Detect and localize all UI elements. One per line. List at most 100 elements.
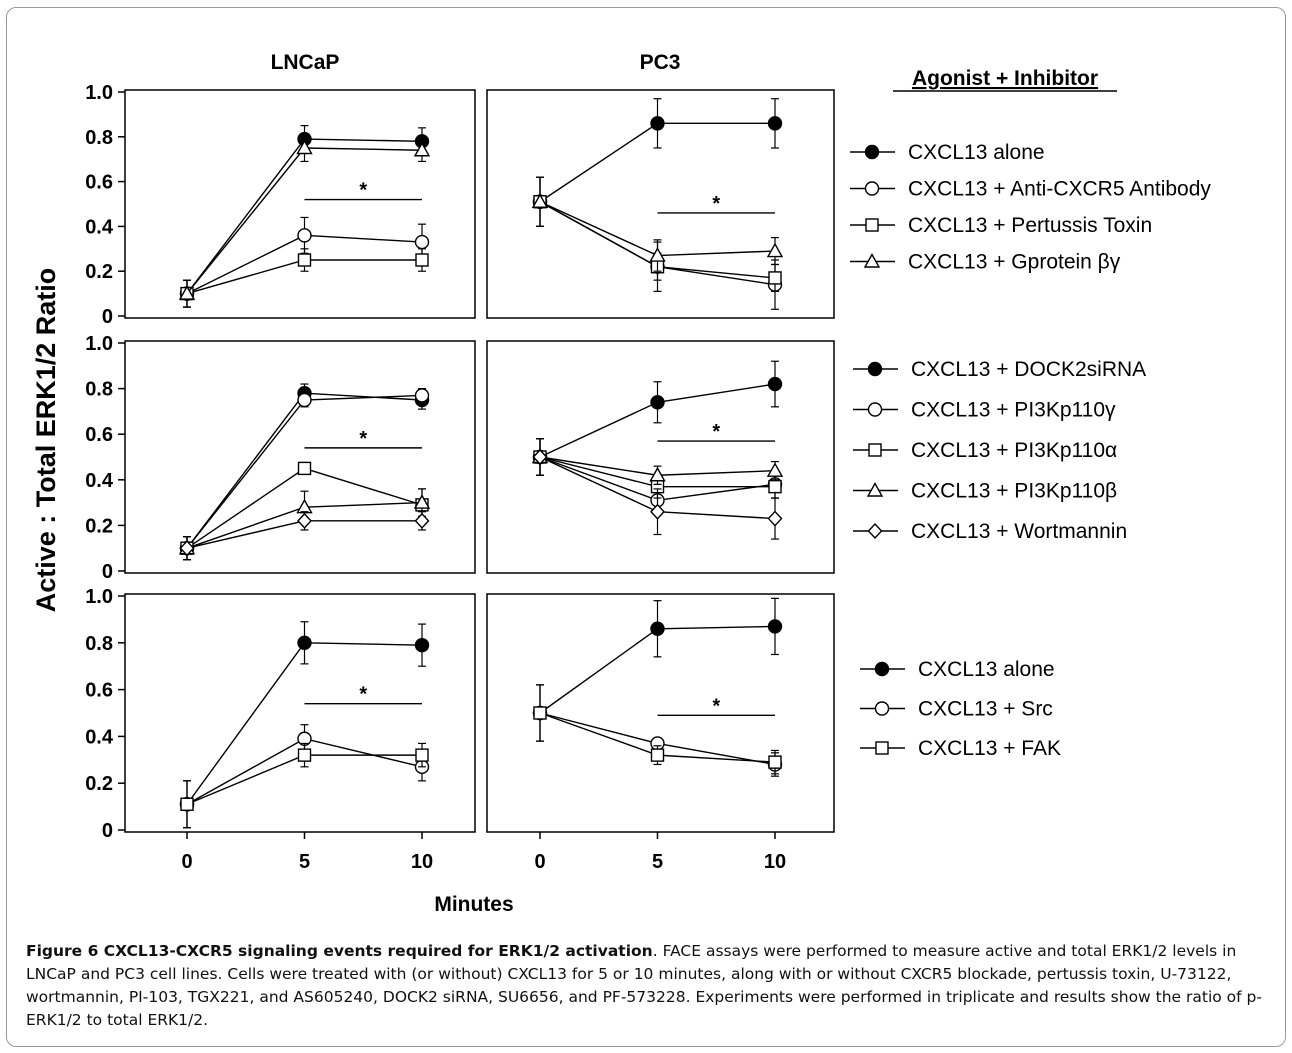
legend-row2-item-cxcl13-pi3kp110: CXCL13 + PI3Kp110β <box>853 480 1117 503</box>
panel-pc3-row3-series-cxcl13-alone-point <box>650 621 665 636</box>
legend-row2-item-cxcl13-wortmannin-label: CXCL13 + Wortmannin <box>911 520 1127 543</box>
panel-pc3-row3-significance-star: * <box>712 695 720 717</box>
panel-lncap-row2-series-cxcl13-wortmannin-point <box>414 512 430 529</box>
panel-lncap-row1-series-cxcl13-pertussis-toxin-point <box>297 253 312 267</box>
panel-lncap-row3-xtick-label: 10 <box>411 851 433 873</box>
panel-lncap-row1-series-cxcl13-gprotein-point <box>178 285 196 300</box>
legend-heading: Agonist + Inhibitor <box>912 67 1098 90</box>
panel-pc3-row2-series-cxcl13-dock2sirna-point <box>767 376 783 392</box>
panel-lncap-row2-frame <box>124 340 476 574</box>
panel-lncap-row1-series-cxcl13-gprotein <box>178 133 431 308</box>
figure-caption: Figure 6 CXCL13-CXCR5 signaling events r… <box>26 940 1271 1032</box>
panel-lncap-row3-ytick-label: 0.6 <box>85 680 113 702</box>
panel-lncap-row3-series-cxcl13-fak <box>180 742 429 829</box>
panel-lncap-row2-ytick-label: 0 <box>102 561 113 583</box>
panel-pc3-row2-series-cxcl13-wortmannin <box>532 438 783 540</box>
legend-row2-item-cxcl13-pi3kp110-label: CXCL13 + PI3Kp110β <box>911 480 1117 503</box>
panel-lncap-row1-series-cxcl13-gprotein-point <box>413 141 431 157</box>
panel-lncap-row3-ytick-label: 0.4 <box>85 726 114 748</box>
panel-lncap-row3-series-cxcl13-alone-point <box>414 637 430 653</box>
panel-lncap-row3-ytick-label: 1.0 <box>85 586 113 608</box>
figure-frame <box>6 7 1286 1047</box>
panel-lncap-row1-ytick-label: 1.0 <box>85 82 113 104</box>
panel-pc3-row2-series-cxcl13-wortmannin-point <box>650 503 665 520</box>
panel-pc3-row1-series-cxcl13-gprotein-point <box>531 193 549 208</box>
panel-lncap-row2-series-cxcl13-pi3kp110-point <box>297 461 312 476</box>
legend-row1-item-cxcl13-alone-label: CXCL13 alone <box>908 141 1045 164</box>
panel-lncap-row3-series-cxcl13-fak-point <box>415 748 429 762</box>
legend-row3-item-cxcl13-alone-label: CXCL13 alone <box>918 658 1055 681</box>
legend-row2-item-cxcl13-dock2sirna-swatch-marker <box>867 361 883 377</box>
panel-lncap-row1-ytick-label: 0.4 <box>85 216 114 238</box>
legend-row1-item-cxcl13-gprotein-swatch-marker <box>863 253 881 268</box>
panel-lncap-row2-series-cxcl13-pi3kp110-point <box>413 494 431 509</box>
column-title-lncap: LNCaP <box>271 51 340 74</box>
legend-row2-item-cxcl13-dock2sirna: CXCL13 + DOCK2siRNA <box>853 358 1146 381</box>
panel-lncap-row1: 0 0.2 0.4 0.6 0.8 1.0 * <box>85 82 476 328</box>
panel-pc3-row1-series-cxcl13-gprotein-point <box>649 247 666 262</box>
panel-lncap-row3-series-cxcl13-alone-line <box>186 642 423 805</box>
panel-lncap-row2-ytick-label: 0.6 <box>85 424 113 446</box>
panel-pc3-row2-series-cxcl13-dock2sirna <box>532 360 783 476</box>
legend-row2-item-cxcl13-pi3kp110: CXCL13 + PI3Kp110α <box>853 439 1117 462</box>
panel-pc3-row2-series-cxcl13-dock2sirna-point <box>650 395 665 410</box>
caption-body: . FACE assays were performed to measure … <box>26 942 1262 1029</box>
panel-pc3-row1: * <box>486 89 835 319</box>
legend-row1-item-cxcl13-pertussis-toxin: CXCL13 + Pertussis Toxin <box>850 214 1152 237</box>
panel-lncap-row2-ytick-label: 0.8 <box>85 379 113 401</box>
legend-row1-item-cxcl13-alone: CXCL13 alone <box>850 141 1045 164</box>
panel-pc3-row3-xtick-label: 0 <box>534 851 545 873</box>
panel-lncap-row1-series-cxcl13-gprotein-point <box>296 139 313 155</box>
panel-lncap-row1-series-cxcl13-pertussis-toxin-point <box>415 253 429 267</box>
legend-row1-item-cxcl13-gprotein-label: CXCL13 + Gprotein βγ <box>908 251 1121 274</box>
legend-row2-item-cxcl13-pi3kp110: CXCL13 + PI3Kp110γ <box>853 399 1116 422</box>
column-title-pc3: PC3 <box>640 51 681 74</box>
panel-pc3-row2-series-cxcl13-wortmannin-point <box>767 510 783 527</box>
legend-row1-item-cxcl13-pertussis-toxin-label: CXCL13 + Pertussis Toxin <box>908 214 1152 237</box>
panel-lncap-row3-xtick-label: 0 <box>181 851 192 873</box>
panel-lncap-row3-ytick-label: 0.2 <box>85 773 113 795</box>
panel-pc3-row2-series-cxcl13-pi3kp110-point <box>768 479 782 494</box>
legend-row3-item-cxcl13-fak-label: CXCL13 + FAK <box>918 737 1061 760</box>
panel-lncap-row1-ytick-label: 0.6 <box>85 172 113 194</box>
panel-lncap-row1-series-cxcl13-anti-cxcr5-antibody-point <box>414 234 430 250</box>
legend-row2-item-cxcl13-pi3kp110-swatch-marker <box>868 443 882 457</box>
legend-row1-item-cxcl13-anti-cxcr5-antibody-label: CXCL13 + Anti-CXCR5 Antibody <box>908 178 1211 201</box>
panel-lncap-row3-frame <box>124 593 476 833</box>
panel-lncap-row2: 0 0.2 0.4 0.6 0.8 1.0 * <box>85 333 476 583</box>
figure-canvas: LNCaP PC3 Agonist + Inhibitor Active : T… <box>31 51 1211 916</box>
panel-lncap-row3-series-cxcl13-fak-point <box>297 748 312 762</box>
panel-lncap-row2-significance-star: * <box>359 428 367 450</box>
legend-row2-item-cxcl13-pi3kp110-swatch-marker <box>866 482 884 497</box>
legend-row3-item-cxcl13-src-label: CXCL13 + Src <box>918 698 1053 721</box>
panel-pc3-row2-significance-star: * <box>712 421 720 443</box>
legend-groups: CXCL13 alone CXCL13 + Anti-CXCR5 Antibody… <box>850 141 1211 760</box>
panel-pc3-row3-xtick-label: 10 <box>764 851 786 873</box>
panel-pc3-row2-frame <box>486 340 835 574</box>
legend-row1-item-cxcl13-anti-cxcr5-antibody-swatch-marker <box>864 181 880 196</box>
panel-lncap-row3: 0 0.2 0.4 0.6 0.8 1.0 0 5 10 * <box>85 586 476 873</box>
legend-row2-item-cxcl13-pi3kp110-label: CXCL13 + PI3Kp110γ <box>911 399 1116 422</box>
panel-lncap-row3-xtick-label: 5 <box>299 851 310 873</box>
panel-pc3-row1-series-cxcl13-gprotein <box>531 176 784 272</box>
legend-row2-item-cxcl13-wortmannin-swatch-marker <box>867 522 883 540</box>
caption-lead: Figure 6 CXCL13-CXCR5 signaling events r… <box>26 942 653 960</box>
y-axis-label: Active : Total ERK1/2 Ratio <box>31 268 61 613</box>
panel-pc3-row1-series-cxcl13-pertussis-toxin <box>533 176 782 292</box>
legend-row3-item-cxcl13-src: CXCL13 + Src <box>860 698 1053 721</box>
legend-row1-item-cxcl13-pertussis-toxin-swatch-marker <box>865 218 879 232</box>
panel-pc3-row1-series-cxcl13-pertussis-toxin-point <box>768 271 782 285</box>
panel-pc3-row2-series-cxcl13-pi3kp110 <box>531 438 784 485</box>
panel-pc3-row1-series-cxcl13-alone <box>532 98 783 227</box>
panel-pc3-row2-series-cxcl13-wortmannin-point <box>532 448 548 466</box>
panel-lncap-row3-series-cxcl13-src <box>179 724 430 829</box>
legend-row1: CXCL13 alone CXCL13 + Anti-CXCR5 Antibody… <box>850 141 1211 274</box>
panel-lncap-row1-series-cxcl13-pertussis-toxin <box>180 248 429 308</box>
legend-row3-item-cxcl13-fak: CXCL13 + FAK <box>860 737 1061 760</box>
legend-row3-item-cxcl13-alone: CXCL13 alone <box>860 658 1055 681</box>
panel-lncap-row3-ytick-label: 0.8 <box>85 633 113 655</box>
panel-lncap-row1-ytick-label: 0.8 <box>85 127 113 149</box>
panel-lncap-row2-series-cxcl13-wortmannin <box>179 511 430 561</box>
panel-lncap-row1-ytick-label: 0 <box>102 306 113 328</box>
panel-pc3-row2: * <box>486 340 835 574</box>
